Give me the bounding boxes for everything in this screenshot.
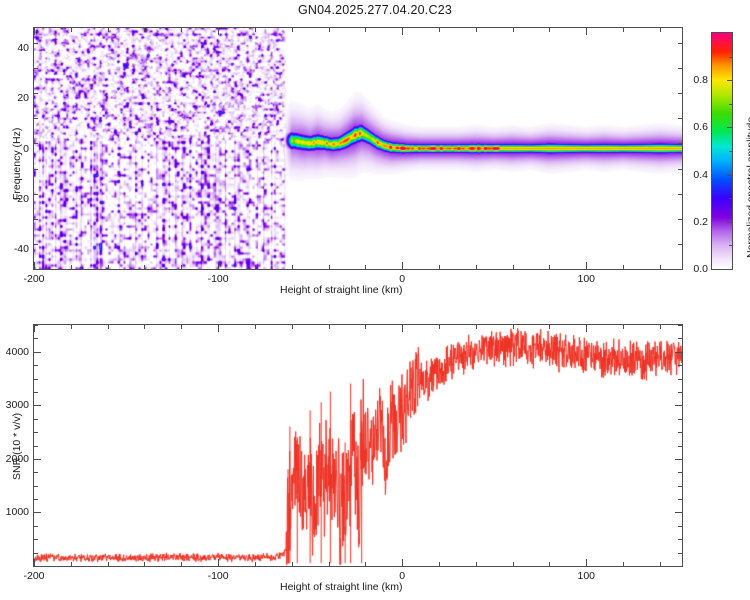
colorbar-gradient [712, 33, 732, 269]
spectrogram-image [34, 28, 682, 269]
y-tick-label: -40 [13, 242, 29, 255]
spectrogram-x-axis-label: Height of straight line (km) [280, 284, 403, 296]
x-tick-label: 100 [577, 273, 596, 285]
colorbar-tick-label: 0.8 [693, 74, 708, 86]
colorbar-tick-label: 0.6 [693, 121, 708, 133]
snr-y-axis-label: SNR (10 * v/v) [11, 412, 23, 480]
x-tick-label: -100 [207, 570, 229, 582]
page-title: GN04.2025.277.04.20.C23 [297, 3, 453, 17]
y-tick-label: 40 [17, 42, 29, 55]
y-tick-label: -20 [13, 192, 29, 205]
x-tick-label: -100 [207, 273, 229, 285]
y-tick-label: 2000 [5, 452, 29, 465]
spectrogram-plot-area [33, 27, 683, 270]
y-tick-label: 1000 [5, 506, 29, 519]
y-tick-label: 3000 [5, 399, 29, 412]
snr-trace-line [34, 325, 682, 566]
snr-x-axis-label: Height of straight line (km) [280, 581, 403, 593]
y-tick-label: 20 [17, 92, 29, 105]
colorbar-tick-label: 0.4 [693, 169, 708, 181]
colorbar-tick-label: 0.2 [693, 216, 708, 228]
colorbar-tick-label: 0.0 [693, 263, 708, 275]
x-tick-label: 100 [577, 570, 596, 582]
y-tick-label: 4000 [5, 345, 29, 358]
colorbar [711, 32, 733, 270]
snr-plot-area [33, 324, 683, 567]
x-tick-label: -200 [23, 273, 45, 285]
x-tick-label: 0 [399, 273, 406, 285]
x-tick-label: 0 [399, 570, 406, 582]
y-tick-label: 0 [23, 142, 29, 155]
x-tick-label: -200 [23, 570, 45, 582]
